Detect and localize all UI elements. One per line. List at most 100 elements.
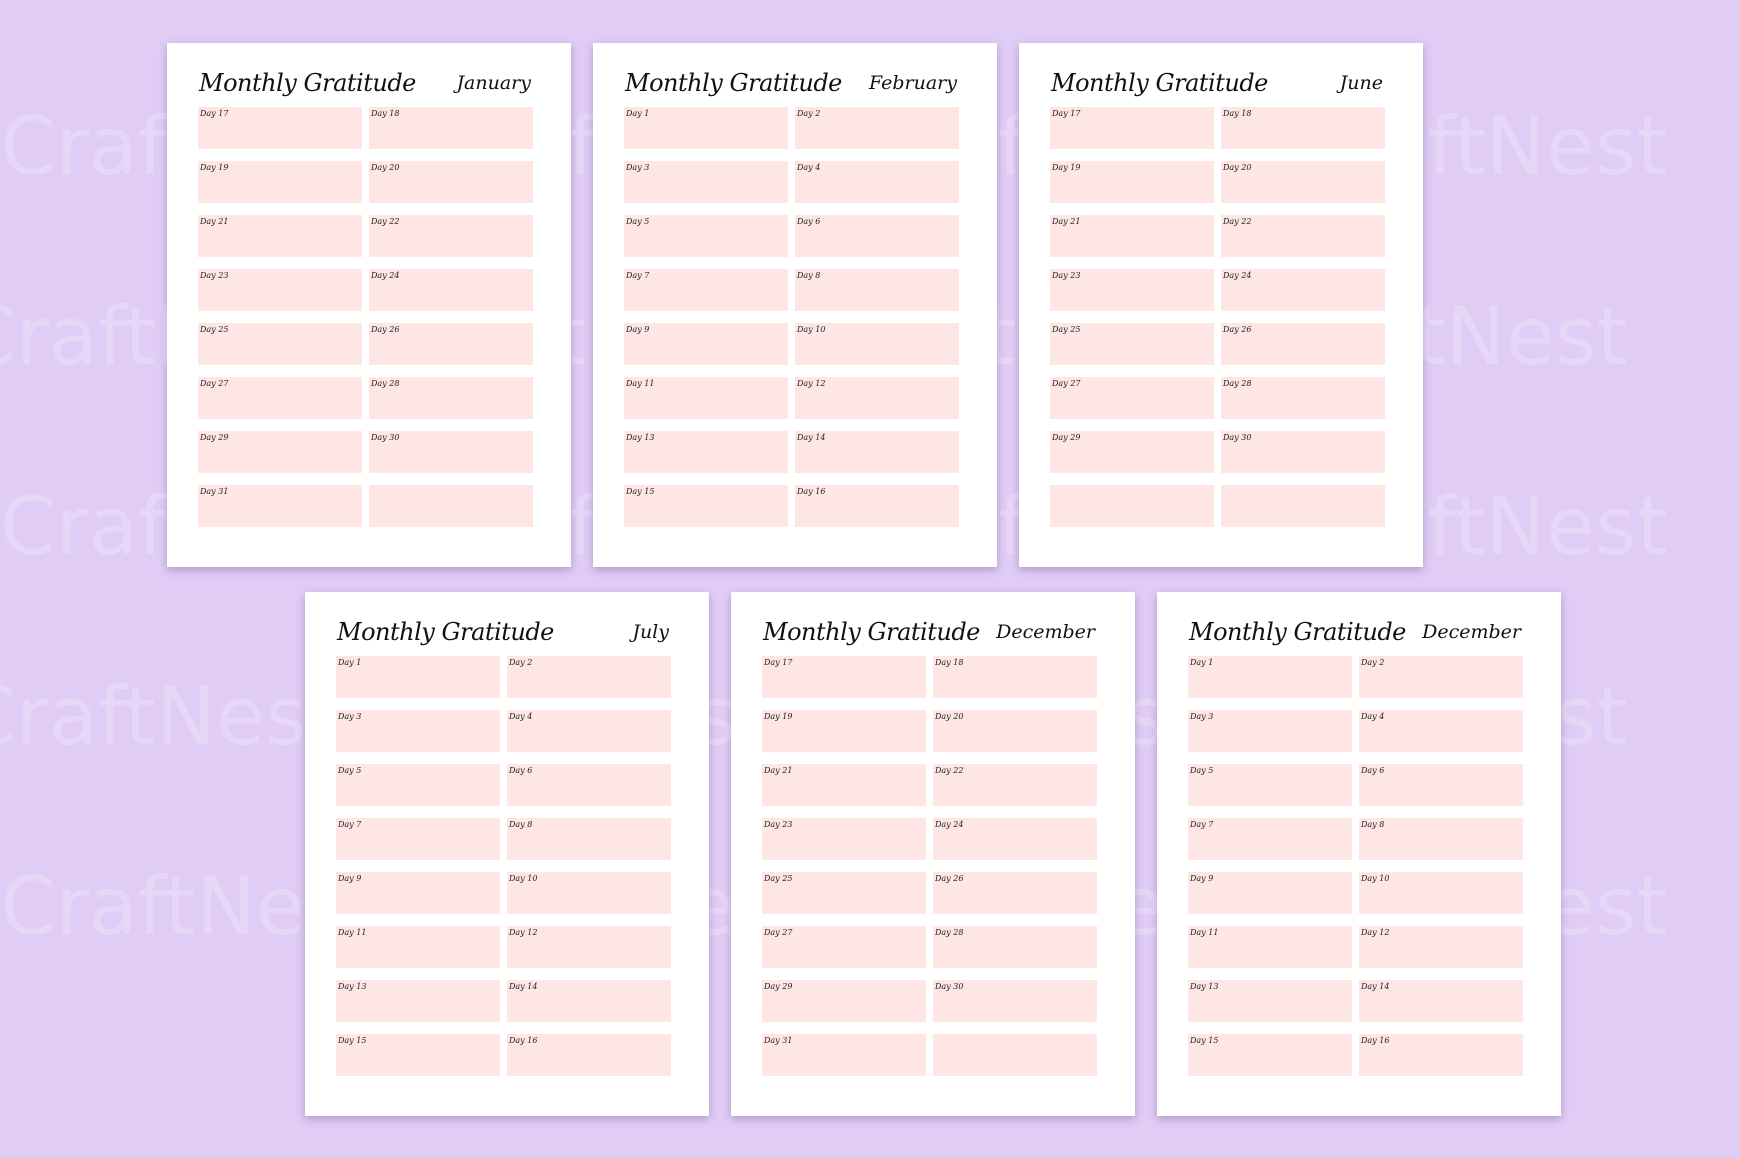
day-cell: Day 10 [1359,872,1523,914]
day-cell [369,485,533,527]
page-title: Monthly Gratitude [199,69,416,97]
day-cell: Day 18 [369,107,533,149]
day-cell: Day 3 [336,710,500,752]
day-label: Day 3 [1190,712,1214,721]
watermark: CraftNest [0,670,339,763]
day-label: Day 23 [200,271,229,280]
day-label: Day 2 [797,109,821,118]
day-label: Day 13 [626,433,655,442]
day-cell: Day 23 [1050,269,1214,311]
day-cell: Day 4 [507,710,671,752]
page-title: Monthly Gratitude [337,618,554,646]
day-cell: Day 24 [1221,269,1385,311]
day-label: Day 24 [371,271,400,280]
day-label: Day 5 [626,217,650,226]
day-label: Day 31 [764,1036,793,1045]
day-cell: Day 3 [1188,710,1352,752]
planner-page-december-second-half: Monthly Gratitude December Day 17 Day 18 D… [731,592,1135,1116]
day-label: Day 21 [764,766,793,775]
day-cell: Day 4 [1359,710,1523,752]
day-label: Day 2 [509,658,533,667]
day-label: Day 28 [371,379,400,388]
day-label: Day 5 [1190,766,1214,775]
day-label: Day 9 [626,325,650,334]
day-label: Day 9 [338,874,362,883]
day-cell: Day 22 [369,215,533,257]
day-label: Day 7 [1190,820,1214,829]
day-label: Day 24 [1223,271,1252,280]
day-cell: Day 10 [507,872,671,914]
day-label: Day 4 [797,163,821,172]
day-cell: Day 31 [198,485,362,527]
day-cell: Day 23 [198,269,362,311]
day-label: Day 22 [371,217,400,226]
day-cell: Day 11 [624,377,788,419]
day-cell: Day 27 [198,377,362,419]
page-month: January [456,72,531,94]
day-cell: Day 14 [507,980,671,1022]
day-label: Day 6 [1361,766,1385,775]
day-cell: Day 15 [624,485,788,527]
page-title: Monthly Gratitude [1051,69,1268,97]
day-label: Day 11 [626,379,655,388]
day-label: Day 6 [509,766,533,775]
day-cell: Day 9 [1188,872,1352,914]
day-cell [1221,485,1385,527]
day-cell: Day 24 [933,818,1097,860]
day-label: Day 18 [371,109,400,118]
day-label: Day 31 [200,487,229,496]
day-label: Day 17 [764,658,793,667]
day-label: Day 15 [1190,1036,1219,1045]
day-label: Day 25 [1052,325,1081,334]
day-cell: Day 19 [198,161,362,203]
day-label: Day 12 [509,928,538,937]
day-cell: Day 19 [1050,161,1214,203]
day-cell: Day 1 [624,107,788,149]
day-label: Day 25 [200,325,229,334]
day-label: Day 7 [626,271,650,280]
day-cell: Day 24 [369,269,533,311]
day-label: Day 14 [509,982,538,991]
planner-page-june: Monthly Gratitude June Day 17 Day 18 Day 1… [1019,43,1423,567]
day-label: Day 26 [935,874,964,883]
day-label: Day 20 [935,712,964,721]
day-label: Day 13 [338,982,367,991]
day-cell: Day 18 [933,656,1097,698]
day-cell [1050,485,1214,527]
day-cell: Day 27 [1050,377,1214,419]
day-cell: Day 3 [624,161,788,203]
day-label: Day 27 [200,379,229,388]
day-cell: Day 9 [624,323,788,365]
page-month: July [632,621,669,643]
day-label: Day 13 [1190,982,1219,991]
day-cell: Day 20 [369,161,533,203]
day-cell: Day 17 [1050,107,1214,149]
day-label: Day 1 [338,658,362,667]
day-label: Day 10 [509,874,538,883]
day-label: Day 20 [371,163,400,172]
day-label: Day 30 [935,982,964,991]
day-label: Day 29 [764,982,793,991]
day-cell: Day 10 [795,323,959,365]
day-cell: Day 15 [336,1034,500,1076]
day-cell: Day 11 [1188,926,1352,968]
day-label: Day 10 [1361,874,1390,883]
day-label: Day 9 [1190,874,1214,883]
page-month: December [1422,621,1521,643]
day-cell: Day 20 [1221,161,1385,203]
day-label: Day 17 [1052,109,1081,118]
page-month: December [996,621,1095,643]
day-cell: Day 5 [624,215,788,257]
day-cell: Day 12 [1359,926,1523,968]
day-label: Day 30 [1223,433,1252,442]
day-label: Day 27 [764,928,793,937]
day-cell: Day 28 [933,926,1097,968]
day-label: Day 26 [1223,325,1252,334]
day-cell: Day 2 [507,656,671,698]
day-cell: Day 8 [1359,818,1523,860]
day-cell: Day 29 [762,980,926,1022]
day-cell: Day 18 [1221,107,1385,149]
day-label: Day 22 [1223,217,1252,226]
day-cell: Day 25 [198,323,362,365]
day-label: Day 21 [200,217,229,226]
